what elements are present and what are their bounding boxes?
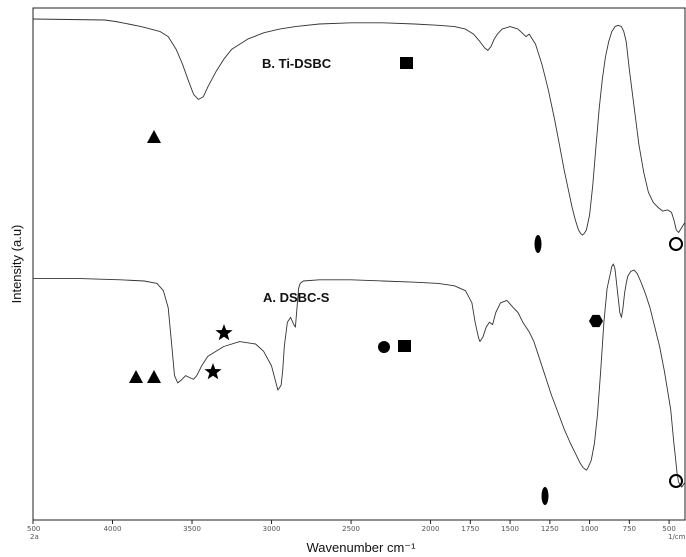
triangle-marker xyxy=(147,370,161,383)
x-tick-label: 1250 xyxy=(541,525,559,533)
x-axis-ticks: 4000 3500 3000 2500 2000 1750 1500 1250 1000 750 5… xyxy=(32,520,676,533)
circle-marker xyxy=(669,237,683,251)
ellipse-marker xyxy=(534,235,542,253)
series-line-ti-dsbc xyxy=(32,18,686,236)
x-tick-label: 2500 xyxy=(342,525,360,533)
x-tick-label: 3500 xyxy=(183,525,201,533)
x-axis-title: Wavenumber cm⁻¹ xyxy=(307,540,417,555)
star-marker xyxy=(215,324,233,341)
x-tick-label: 1500 xyxy=(501,525,519,533)
circle-marker-filled xyxy=(378,341,390,353)
square-marker xyxy=(400,57,413,69)
x-tick-label: 750 xyxy=(623,525,636,533)
plot-frame xyxy=(32,7,686,521)
x-unit-label: 1/cm xyxy=(668,533,686,541)
square-marker xyxy=(398,340,411,352)
series-label-a: A. DSBC-S xyxy=(263,290,330,305)
spectrum-traces xyxy=(32,18,686,488)
y-axis-title: Intensity (a.u) xyxy=(9,225,24,304)
circle-marker xyxy=(669,474,683,488)
triangle-marker xyxy=(129,370,143,383)
x-start-label-bottom: 2a xyxy=(30,533,39,541)
ellipse-marker xyxy=(541,487,549,505)
x-tick-label: 1750 xyxy=(461,525,479,533)
series-label-b: B. Ti-DSBC xyxy=(262,56,332,71)
x-tick-label: 4000 xyxy=(104,525,122,533)
triangle-marker xyxy=(147,130,161,143)
x-tick-label: 1000 xyxy=(581,525,599,533)
hexagon-marker xyxy=(589,314,603,328)
x-tick-label: 3000 xyxy=(263,525,281,533)
x-tick-label: 500 xyxy=(662,525,675,533)
x-start-label-top: 500 xyxy=(27,525,40,533)
star-marker xyxy=(204,363,222,380)
series-line-dsbc-s xyxy=(33,263,686,488)
x-tick-label: 2000 xyxy=(422,525,440,533)
